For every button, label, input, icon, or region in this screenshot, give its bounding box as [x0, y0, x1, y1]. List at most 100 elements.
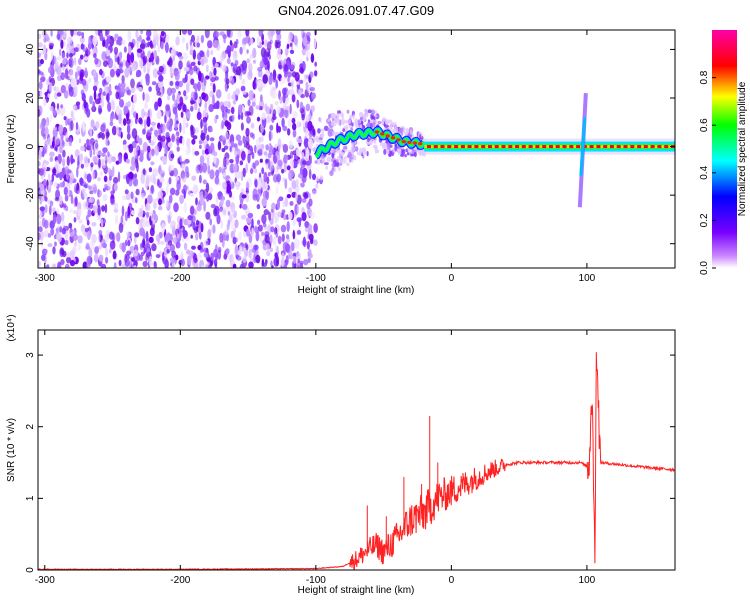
spectrogram-noise-cell	[38, 226, 43, 233]
spectrogram-transition-cell	[332, 162, 335, 170]
spectrogram-transition-cell	[327, 118, 331, 123]
spectrogram-noise-cell	[210, 127, 213, 133]
spectrogram-noise-cell	[44, 204, 48, 214]
spectrogram-noise-cell	[157, 44, 161, 53]
spectrogram-noise-cell	[221, 110, 225, 118]
spectrogram-noise-cell	[61, 211, 65, 222]
spectrogram-noise-cell	[64, 194, 69, 202]
spectrogram-noise-cell	[285, 105, 290, 111]
spectrogram-noise-cell	[182, 52, 188, 61]
spectrogram-noise-cell	[53, 181, 58, 188]
spectrogram-noise-cell	[303, 258, 309, 266]
spectrogram-noise-cell	[136, 48, 143, 53]
spectrogram-noise-cell	[303, 74, 306, 83]
snr-x-axis: -300 -200 -100 0 100	[35, 330, 596, 586]
spectrogram-noise-cell	[308, 130, 313, 138]
spectrogram-noise-cell	[95, 121, 100, 129]
spectrogram-noise-cell	[183, 218, 189, 226]
spectrogram-transition-cell	[387, 149, 390, 155]
spectrogram-noise-cell	[86, 263, 91, 268]
spectrogram-noise-cell	[68, 52, 73, 58]
spectrogram-noise-cell	[42, 124, 45, 134]
spectrogram-noise-cell	[199, 155, 205, 165]
spectrogram-noise-cell	[250, 122, 255, 129]
spectrogram-noise-cell	[195, 197, 198, 206]
spectrogram-noise-cell	[268, 145, 275, 156]
spectrogram-noise-cell	[234, 50, 237, 58]
spectrogram-noise-cell	[148, 167, 153, 173]
spectrogram-noise-cell	[281, 168, 285, 174]
spectrogram-transition-cell	[315, 135, 320, 143]
spectrogram-noise-cell	[130, 191, 134, 200]
spectrogram-noise-cell	[263, 39, 268, 47]
spectrogram-noise-cell	[144, 42, 149, 48]
spectrogram-noise-cell	[202, 109, 206, 118]
spectrogram-noise-cell	[278, 196, 284, 202]
spectrogram-noise-cell	[130, 263, 134, 268]
spectrogram-transition-cell	[350, 127, 353, 132]
spectrogram-noise-cell	[100, 218, 104, 228]
spectrogram-noise-cell	[59, 48, 62, 57]
spectrogram-noise-cell	[66, 155, 70, 167]
spectrogram-transition-cell	[340, 151, 345, 157]
spectrogram-noise-cell	[174, 189, 180, 196]
spectrogram-noise-cell	[122, 174, 127, 180]
spectrogram-noise-cell	[291, 117, 296, 124]
spectrogram-transition-cell	[326, 156, 332, 163]
spectrogram-noise-cell	[105, 256, 109, 264]
spectrogram-noise-cell	[99, 68, 103, 76]
spectrogram-noise-cell	[65, 82, 69, 91]
spectrogram-noise-cell	[180, 111, 184, 118]
spectrogram-noise-cell	[88, 35, 92, 47]
spectrogram-peak-cell	[380, 132, 385, 136]
spectrogram-noise-cell	[135, 197, 138, 204]
spectrogram-noise-cell	[97, 188, 100, 198]
spectrogram-noise-cell	[232, 63, 238, 72]
spectrogram-noise-cell	[142, 220, 146, 228]
spectrogram-noise-cell	[173, 237, 178, 245]
spectrogram-noise-cell	[217, 140, 222, 151]
spectrogram-noise-cell	[88, 247, 93, 259]
spectrogram-noise-cell	[191, 245, 196, 250]
spectrogram-transition-cell	[338, 152, 341, 156]
spectrogram-noise-cell	[314, 70, 318, 77]
spectrogram-noise-cell	[246, 58, 251, 64]
spectrogram-noise-cell	[87, 158, 91, 164]
spectrogram-noise-cell	[275, 185, 279, 195]
spectrogram-noise-cell	[242, 256, 247, 263]
spectrogram-noise-cell	[255, 254, 261, 264]
spectrogram-noise-cell	[212, 83, 216, 93]
spectrogram-noise-cell	[289, 140, 293, 149]
spectrogram-noise-cell	[130, 78, 135, 89]
spectrogram-noise-cell	[51, 140, 55, 148]
spectrogram-transition-cell	[413, 151, 417, 158]
spectrogram-noise-cell	[105, 49, 111, 57]
spectrogram-noise-cell	[74, 149, 80, 158]
spectrogram-noise-cell	[232, 99, 237, 105]
spectrogram-noise-cell	[237, 139, 243, 146]
spectrogram-noise-cell	[38, 232, 41, 241]
spectrogram-noise-cell	[140, 173, 145, 185]
spectrogram-noise-cell	[108, 175, 112, 181]
spectrogram-noise-cell	[60, 39, 64, 49]
spectrogram-transition-cell	[316, 176, 319, 182]
spectrogram-noise-cell	[147, 194, 153, 204]
spectrogram-noise-cell	[249, 54, 253, 60]
spectrogram-noise-cell	[69, 69, 74, 81]
spectrogram-noise-cell	[247, 152, 251, 164]
spectrogram-noise-cell	[239, 263, 245, 268]
spectrogram-noise-cell	[296, 260, 302, 268]
carrier-peak-cell	[440, 145, 445, 149]
spectrogram-transition-cell	[354, 121, 358, 127]
spectrogram-transition-cell	[364, 108, 368, 113]
spectrogram-noise-cell	[103, 175, 108, 183]
spectrogram-noise-cell	[283, 262, 287, 268]
spectrogram-transition-cell	[396, 148, 402, 152]
spectrogram-noise-cell	[173, 202, 179, 213]
spectrogram-noise-cell	[182, 230, 188, 239]
spectrogram-noise-cell	[75, 101, 81, 106]
spectrogram-noise-cell	[304, 227, 310, 233]
spectrogram-noise-cell	[296, 99, 300, 109]
spectrogram-noise-cell	[225, 199, 231, 208]
spectrogram-noise-cell	[193, 253, 198, 263]
